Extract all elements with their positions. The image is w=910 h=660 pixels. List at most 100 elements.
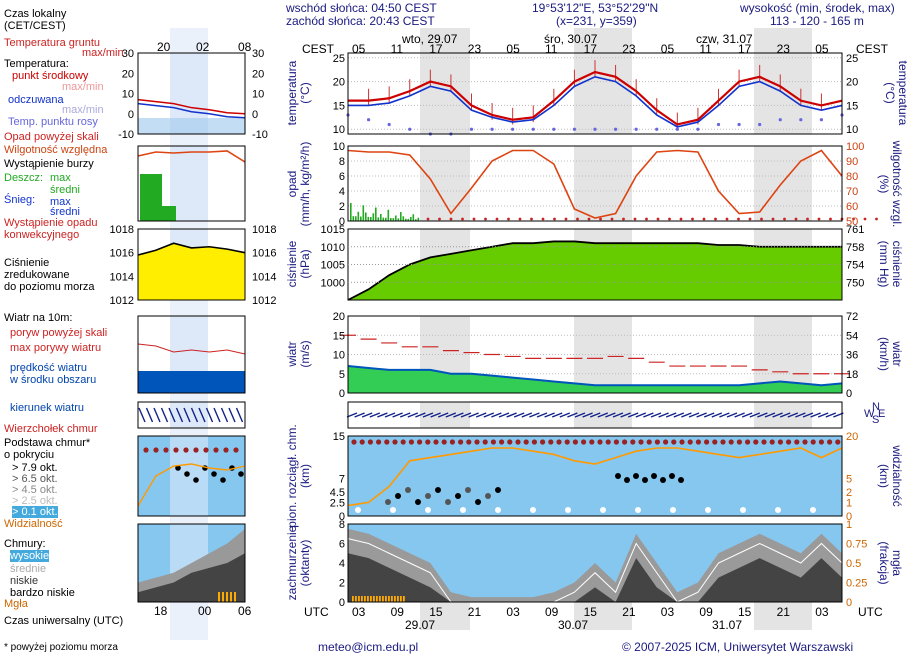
axis-label-precipitation: (mm/h, kg/m²/h) [298,142,312,227]
wind-arrow [597,412,609,418]
small-visibility [137,463,246,507]
conv-dot [771,217,775,221]
legend-max-min: max/min [82,47,124,59]
night-band-top [420,28,470,53]
axis-label-cover: (oktanty) [298,540,312,587]
small-cloud-top [193,447,199,453]
dew-point-dot [634,127,638,131]
y-tick-right: 750 [846,277,864,289]
y-tick-right: 90 [846,156,858,168]
cloud-top-dot [433,439,439,445]
utc-hour: 21 [622,605,636,619]
cloud-top-dot [507,439,513,445]
conv-dot [587,217,591,221]
dew-point-dot [572,127,577,131]
fog-bar [403,596,405,602]
rain-bar [380,214,382,221]
cloud-top-dot [531,439,538,445]
conv-dot [714,217,717,221]
cloud-top-dot [745,439,751,445]
cest-hour: 17 [429,42,443,56]
night-band-top [754,28,812,53]
rain-bar [412,214,415,221]
cloud-top-dot [548,439,554,445]
footnote: * powyżej poziomu morza [4,642,118,653]
wind-arrow [453,412,464,418]
cloud-base-dot [475,499,481,505]
utc-label-right: UTC [858,605,883,619]
conv-dot [541,217,545,221]
wind-arrow [589,412,601,418]
cloud-top-dot [523,439,529,445]
fog-bar [385,596,387,602]
small-gust [137,343,246,355]
conv-dot [863,217,867,221]
axis-label-wind: (m/s) [298,340,312,367]
wind-arrow [582,412,593,418]
y-tick: 4 [339,558,345,570]
small-cloud-top [183,447,189,453]
axis-label-pressure: ciśnienie [285,240,299,287]
cest-hour: 23 [777,42,791,56]
cloud-top-dot [728,439,734,445]
axis-label-cloud: pion. rozciągł. chm. [285,424,299,527]
legend-okt01: > 0.1 okt. [12,506,58,518]
legend-low: niskie [10,575,39,587]
cloud-top-dot [458,439,464,445]
dew-point-dot [819,118,824,122]
rain-bar [357,211,360,221]
rain-bar [410,217,412,221]
small-y-tick: 1012 [110,295,134,307]
rain-bar [407,218,410,221]
cloud-high-line [347,538,843,603]
small-wind-arrow [168,407,176,423]
legend-temperature: Temperatura: [4,58,69,70]
fog-bar [361,596,363,602]
legend-storm: Wystąpienie burzy [4,158,94,170]
legend-cloud-top: Wierzchołek chmur [4,423,98,435]
cloud-top-dot [753,439,759,445]
y-tick: 8 [339,156,345,168]
y-tick-right: 15 [846,100,858,112]
y-tick-right: 0.75 [846,539,867,551]
small-cest-hour: 20 [157,40,171,54]
small-cloud-base [175,465,181,471]
wind-arrow [422,412,434,418]
y-tick: 15 [333,431,345,443]
legend-gust-above: poryw powyżej skali [10,327,108,339]
small-y-tick-right: 1012 [252,295,276,307]
cloud-top-dot [786,439,792,445]
axis-label-wind: wiatr [285,341,299,367]
cest-hour: 23 [468,42,482,56]
legend-max-min2: max/min [62,81,104,93]
small-cloud-top [213,447,219,453]
fog-bar [376,596,378,602]
conv-dot [725,217,729,221]
day-label: czw, 31.07 [696,32,753,46]
wind-arrow [521,412,533,418]
contact-email[interactable]: meteo@icm.edu.pl [318,640,419,654]
fog-bar [373,596,375,602]
legend-snow: Śnieg: [4,194,36,206]
wind-arrow [703,412,715,418]
dew-point-dot [613,127,618,131]
cloud-top-dot [482,439,488,445]
wind-arrow [551,412,563,418]
rain-bar [395,215,397,221]
axis-label-temperature: (°C) [298,82,312,103]
y-tick-right: 20 [846,77,858,89]
small-y-tick: -10 [118,129,134,141]
legend-precip-above: Opad powyżej skali [4,131,99,143]
small-cloud-base [220,477,226,483]
conv-dot [656,217,660,221]
small-wind-arrow [138,407,146,423]
cest-hour: 11 [699,42,712,56]
conv-dot [507,217,510,221]
wind-arrow [445,412,457,418]
cest-label-right: CEST [856,42,889,56]
day-label: śro, 30.07 [544,32,598,46]
rain-bar [402,216,405,221]
y-tick-right: 0.25 [846,578,867,590]
cloud-base-dot [678,477,684,483]
cloud-top-dot [646,439,652,445]
